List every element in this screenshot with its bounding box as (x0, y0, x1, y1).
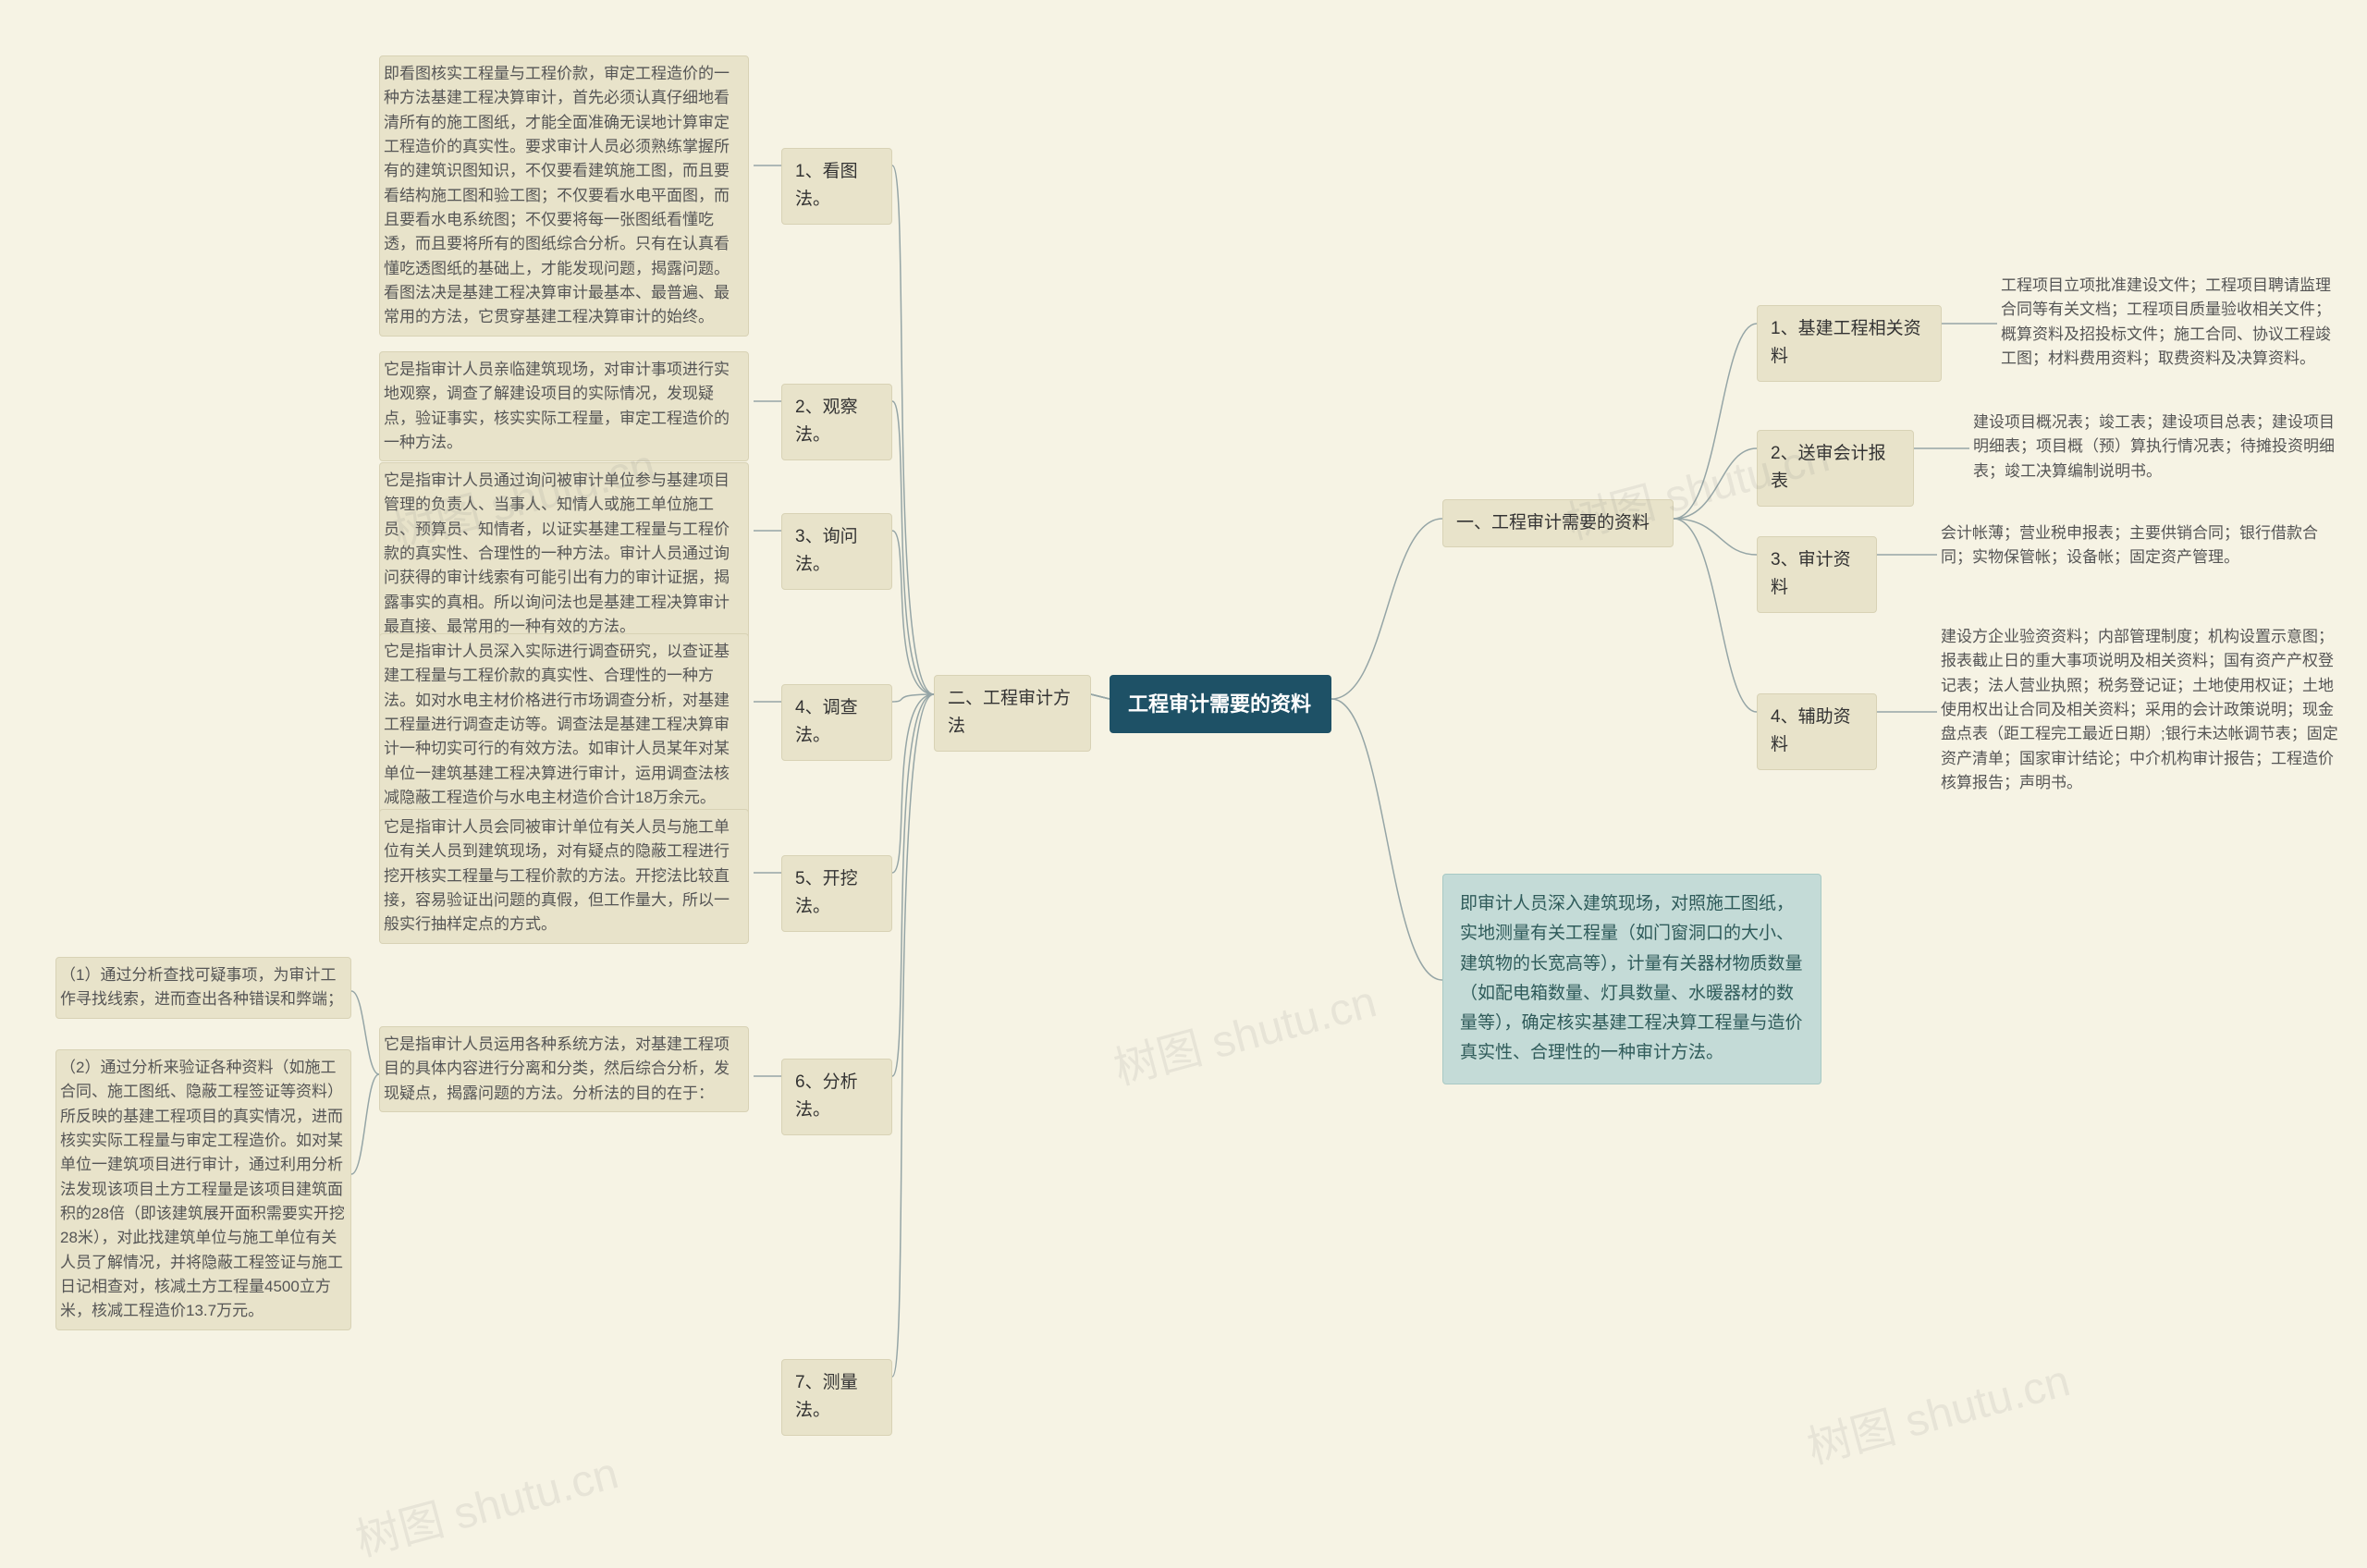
b1-child-3-desc: 会计帐薄；营业税申报表；主要供销合同；银行借款合同；实物保管帐；设备帐；固定资产… (1937, 516, 2325, 576)
method-7-label[interactable]: 7、测量法。 (781, 1359, 892, 1436)
method-6-label[interactable]: 6、分析法。 (781, 1059, 892, 1135)
method-6-sub-1: （1）通过分析查找可疑事项，为审计工作寻找线索，进而查出各种错误和弊端； (55, 957, 351, 1019)
method-5-desc: 它是指审计人员会同被审计单位有关人员与施工单位有关人员到建筑现场，对有疑点的隐蔽… (379, 809, 749, 944)
method-1-label[interactable]: 1、看图法。 (781, 148, 892, 225)
b1-child-2-desc: 建设项目概况表；竣工表；建设项目总表；建设项目明细表；项目概（预）算执行情况表；… (1969, 405, 2339, 489)
b1-child-3-label[interactable]: 3、审计资料 (1757, 536, 1877, 613)
b1-child-1-desc: 工程项目立项批准建设文件；工程项目聘请监理合同等有关文档；工程项目质量验收相关文… (1997, 268, 2349, 376)
b1-child-2-label[interactable]: 2、送审会计报表 (1757, 430, 1914, 507)
method-5-label[interactable]: 5、开挖法。 (781, 855, 892, 932)
b1-child-4-desc: 建设方企业验资资料；内部管理制度；机构设置示意图；报表截止日的重大事项说明及相关… (1937, 619, 2344, 801)
method-4-desc: 它是指审计人员深入实际进行调查研究，以查证基建工程量与工程价款的真实性、合理性的… (379, 633, 749, 816)
b1-child-1-label[interactable]: 1、基建工程相关资料 (1757, 305, 1942, 382)
method-3-desc: 它是指审计人员通过询问被审计单位参与基建项目管理的负责人、当事人、知情人或施工单… (379, 462, 749, 645)
watermark: 树图 shutu.cn (348, 1437, 624, 1568)
b1-child-4-label[interactable]: 4、辅助资料 (1757, 693, 1877, 770)
branch-section-1[interactable]: 一、工程审计需要的资料 (1442, 499, 1674, 547)
method-6-desc: 它是指审计人员运用各种系统方法，对基建工程项目的具体内容进行分离和分类，然后综合… (379, 1026, 749, 1112)
watermark: 树图 shutu.cn (1799, 1344, 2076, 1476)
method-2-desc: 它是指审计人员亲临建筑现场，对审计事项进行实地观察，调查了解建设项目的实际情况，… (379, 351, 749, 461)
method-4-label[interactable]: 4、调查法。 (781, 684, 892, 761)
method-6-sub-2: （2）通过分析来验证各种资料（如施工合同、施工图纸、隐蔽工程签证等资料）所反映的… (55, 1049, 351, 1330)
method-2-label[interactable]: 2、观察法。 (781, 384, 892, 460)
root-node[interactable]: 工程审计需要的资料 (1110, 675, 1331, 733)
branch-section-2[interactable]: 二、工程审计方法 (934, 675, 1091, 752)
method-1-desc: 即看图核实工程量与工程价款，审定工程造价的一种方法基建工程决算审计，首先必须认真… (379, 55, 749, 337)
method-3-label[interactable]: 3、询问法。 (781, 513, 892, 590)
watermark: 树图 shutu.cn (1106, 965, 1382, 1097)
summary-node: 即审计人员深入建筑现场，对照施工图纸，实地测量有关工程量（如门窗洞口的大小、建筑… (1442, 874, 1821, 1084)
